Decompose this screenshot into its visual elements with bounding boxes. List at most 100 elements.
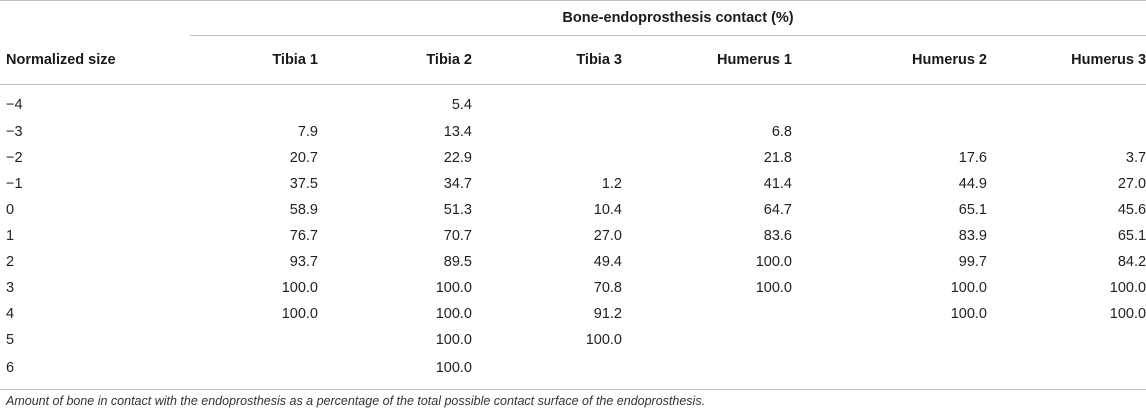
cell-humerus-1: 64.7 (763, 202, 792, 218)
cell-humerus-3: 100.0 (1109, 306, 1146, 322)
cell-humerus-2: 17.6 (958, 150, 987, 166)
cell-tibia-3: 27.0 (593, 228, 622, 244)
cell-humerus-1: 83.6 (763, 228, 792, 244)
row-size: 6 (6, 360, 15, 376)
cell-humerus-2 (792, 353, 987, 390)
cell-tibia-1: 100.0 (281, 306, 318, 322)
cell-humerus-3: 45.6 (1117, 202, 1146, 218)
data-table-container: Bone-endoprosthesis contact (%) Normaliz… (0, 0, 1146, 390)
cell-humerus-3: 84.2 (1117, 254, 1146, 270)
cell-humerus-1 (622, 327, 792, 353)
cell-tibia-3: 10.4 (593, 202, 622, 218)
cell-tibia-1: 20.7 (289, 150, 318, 166)
row-size: −4 (6, 97, 23, 113)
cell-humerus-2 (792, 85, 987, 120)
cell-tibia-3: 1.2 (601, 176, 622, 192)
table-row: 3 100.0 100.0 70.8 100.0 100.0 100.0 (0, 275, 1146, 301)
cell-tibia-3: 70.8 (593, 280, 622, 296)
row-size: −2 (6, 150, 23, 166)
cell-humerus-1: 100.0 (755, 254, 792, 270)
cell-tibia-2: 70.7 (443, 228, 472, 244)
cell-humerus-2: 44.9 (958, 176, 987, 192)
column-header-tibia-3: Tibia 3 (576, 52, 622, 68)
cell-tibia-3: 91.2 (593, 306, 622, 322)
group-header: Bone-endoprosthesis contact (%) (190, 0, 1146, 36)
cell-humerus-2: 100.0 (950, 306, 987, 322)
table-body: −4 5.4 −3 7.9 13.4 6.8 −2 20.7 22.9 (0, 85, 1146, 390)
cell-humerus-1: 100.0 (755, 280, 792, 296)
row-size: 4 (6, 306, 15, 322)
row-size: 3 (6, 280, 15, 296)
cell-tibia-2: 89.5 (443, 254, 472, 270)
row-size: 0 (6, 202, 15, 218)
cell-humerus-3: 3.7 (1125, 150, 1146, 166)
cell-tibia-1: 93.7 (289, 254, 318, 270)
cell-tibia-2: 100.0 (435, 332, 472, 348)
table-row: −2 20.7 22.9 21.8 17.6 3.7 (0, 145, 1146, 171)
table-footnote: Amount of bone in contact with the endop… (6, 394, 706, 408)
cell-tibia-3 (472, 119, 622, 145)
cell-tibia-3 (472, 85, 622, 120)
cell-humerus-2 (792, 119, 987, 145)
table-row: 2 93.7 89.5 49.4 100.0 99.7 84.2 (0, 249, 1146, 275)
cell-humerus-2: 100.0 (950, 280, 987, 296)
cell-tibia-1 (190, 85, 318, 120)
column-header-normalized-size: Normalized size (6, 51, 116, 68)
cell-humerus-3 (987, 327, 1146, 353)
column-header-tibia-2: Tibia 2 (426, 52, 472, 68)
group-header-row: Bone-endoprosthesis contact (%) (0, 0, 1146, 36)
cell-tibia-1: 37.5 (289, 176, 318, 192)
cell-humerus-2: 83.9 (958, 228, 987, 244)
table-row: 0 58.9 51.3 10.4 64.7 65.1 45.6 (0, 197, 1146, 223)
table-row: 4 100.0 100.0 91.2 100.0 100.0 (0, 301, 1146, 327)
cell-humerus-3: 65.1 (1117, 228, 1146, 244)
cell-humerus-2: 99.7 (958, 254, 987, 270)
cell-tibia-1: 100.0 (281, 280, 318, 296)
cell-tibia-2: 22.9 (443, 150, 472, 166)
table-row: 6 100.0 (0, 353, 1146, 390)
table-row: −3 7.9 13.4 6.8 (0, 119, 1146, 145)
cell-tibia-1 (190, 327, 318, 353)
table-row: 5 100.0 100.0 (0, 327, 1146, 353)
table-head: Bone-endoprosthesis contact (%) Normaliz… (0, 0, 1146, 85)
cell-humerus-3: 100.0 (1109, 280, 1146, 296)
cell-tibia-2: 34.7 (443, 176, 472, 192)
cell-humerus-3 (987, 119, 1146, 145)
column-header-row: Normalized size Tibia 1 Tibia 2 Tibia 3 … (0, 36, 1146, 85)
cell-humerus-1: 21.8 (763, 150, 792, 166)
cell-tibia-1 (190, 353, 318, 390)
row-size: −1 (6, 176, 23, 192)
table-row: −4 5.4 (0, 85, 1146, 120)
row-size: 5 (6, 332, 15, 348)
column-header-humerus-1: Humerus 1 (717, 52, 792, 68)
cell-tibia-1: 7.9 (297, 124, 318, 140)
cell-tibia-2: 100.0 (435, 306, 472, 322)
cell-humerus-1 (622, 301, 792, 327)
cell-tibia-3: 100.0 (585, 332, 622, 348)
cell-tibia-3 (472, 145, 622, 171)
cell-tibia-2: 100.0 (435, 360, 472, 376)
row-size: −3 (6, 124, 23, 140)
table-row: −1 37.5 34.7 1.2 41.4 44.9 27.0 (0, 171, 1146, 197)
table-row: 1 76.7 70.7 27.0 83.6 83.9 65.1 (0, 223, 1146, 249)
group-header-spacer (0, 1, 190, 36)
cell-tibia-1: 58.9 (289, 202, 318, 218)
cell-humerus-1: 41.4 (763, 176, 792, 192)
column-header-humerus-3: Humerus 3 (1071, 52, 1146, 68)
cell-humerus-1: 6.8 (771, 124, 792, 140)
cell-humerus-3 (987, 353, 1146, 390)
cell-tibia-3: 49.4 (593, 254, 622, 270)
cell-humerus-1 (622, 85, 792, 120)
column-header-humerus-2: Humerus 2 (912, 52, 987, 68)
cell-tibia-1: 76.7 (289, 228, 318, 244)
cell-humerus-3: 27.0 (1117, 176, 1146, 192)
row-size: 2 (6, 254, 15, 270)
cell-humerus-2 (792, 327, 987, 353)
cell-tibia-2: 100.0 (435, 280, 472, 296)
cell-tibia-2: 13.4 (443, 124, 472, 140)
cell-humerus-3 (987, 85, 1146, 120)
cell-tibia-2: 5.4 (451, 97, 472, 113)
cell-humerus-1 (622, 353, 792, 390)
bone-contact-table: Bone-endoprosthesis contact (%) Normaliz… (0, 0, 1146, 390)
column-header-tibia-1: Tibia 1 (272, 52, 318, 68)
